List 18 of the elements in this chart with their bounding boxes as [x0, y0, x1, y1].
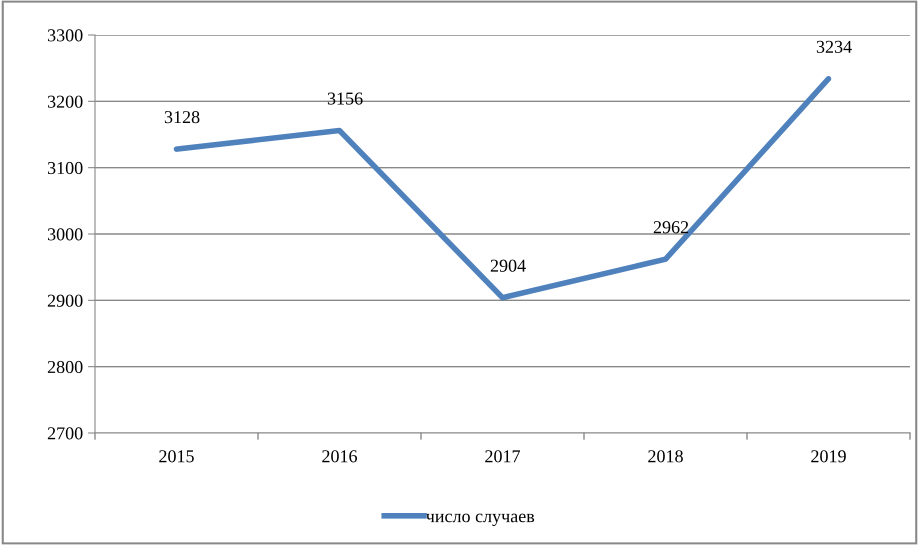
- y-tick-label: 3000: [48, 228, 83, 240]
- y-tick-label: 2700: [48, 427, 83, 440]
- y-tick-label: 2900: [48, 294, 83, 307]
- data-label: 3156: [328, 92, 363, 105]
- data-label: 3234: [816, 40, 852, 53]
- x-tick-label: 2015: [159, 450, 194, 462]
- x-tick-label: 2018: [648, 450, 683, 462]
- y-tick-label: 3300: [48, 29, 83, 42]
- data-label: 2904: [490, 260, 526, 272]
- data-label: 3128: [164, 111, 200, 124]
- x-tick-label: 2017: [485, 450, 520, 462]
- x-tick-label: 2019: [811, 450, 846, 462]
- legend-label: число случаев: [426, 514, 534, 526]
- y-tick-label: 3200: [48, 96, 83, 108]
- y-tick-label: 2800: [48, 360, 83, 374]
- data-label: 2962: [654, 221, 688, 234]
- y-tick-label: 3100: [48, 162, 83, 174]
- x-tick-label: 2016: [322, 450, 358, 462]
